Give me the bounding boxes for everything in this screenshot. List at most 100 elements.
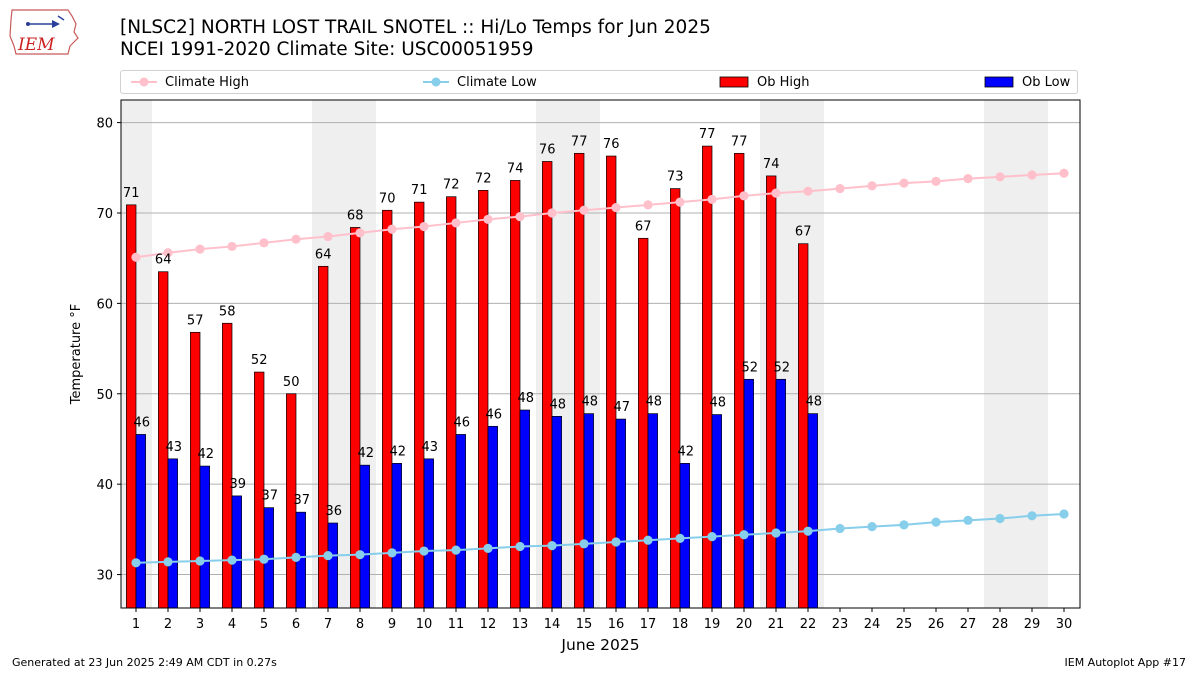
ob-low-label: 42	[390, 444, 407, 459]
climate-high-point	[899, 178, 909, 188]
climate-low-point	[291, 552, 301, 562]
footer-generated: Generated at 23 Jun 2025 2:49 AM CDT in …	[12, 656, 277, 669]
ob-low-label: 36	[326, 504, 343, 519]
x-axis-label: June 2025	[560, 636, 639, 654]
ob-low-bar	[615, 418, 626, 609]
weekend-band	[792, 100, 824, 608]
ob-low-bar	[519, 409, 530, 609]
weekend-band	[536, 100, 568, 608]
climate-high-point	[387, 224, 397, 234]
x-tick-label: 8	[356, 617, 364, 632]
legend-item-ob-high: Ob High	[719, 71, 810, 93]
ob-low-bar	[359, 464, 370, 609]
x-tick-label: 14	[544, 617, 561, 632]
ob-high-bar	[638, 237, 649, 609]
ob-low-bar	[231, 495, 242, 609]
ob-high-bar	[702, 145, 713, 609]
ob-high-label: 52	[251, 353, 268, 368]
ob-low-bar	[679, 463, 690, 609]
climate-high-point	[579, 205, 589, 215]
climate-low-line	[135, 512, 1065, 564]
climate-low-point	[195, 556, 205, 566]
ob-low-bar	[551, 416, 562, 609]
ob-high-label: 74	[763, 157, 780, 172]
ob-high-bar	[798, 243, 809, 609]
ob-high-label: 71	[411, 183, 428, 198]
climate-low-point	[259, 554, 269, 564]
climate-high-point	[131, 252, 141, 262]
climate-high-point	[835, 183, 845, 194]
legend-label-ob-high: Ob High	[757, 74, 810, 90]
climate-low-point	[867, 522, 877, 532]
logo-text: IEM	[17, 35, 55, 55]
ob-low-label: 42	[678, 444, 695, 459]
ob-low-label: 52	[774, 360, 791, 375]
climate-high-point	[547, 208, 557, 218]
climate-low-point	[579, 539, 589, 549]
y-tick-label: 40	[96, 478, 113, 493]
ob-high-label: 64	[155, 253, 172, 268]
climate-low-point	[483, 543, 493, 553]
ob-low-bar	[711, 414, 722, 609]
climate-low-point	[611, 537, 621, 547]
x-tick-label: 26	[928, 617, 945, 632]
ob-low-label: 46	[134, 415, 151, 430]
ob-high-bar	[766, 175, 777, 609]
ob-high-bar	[158, 271, 169, 609]
climate-low-point	[1059, 509, 1069, 519]
ob-high-bar	[190, 331, 201, 609]
climate-low-point	[227, 555, 237, 565]
ob-low-label: 48	[518, 391, 535, 406]
climate-high-point	[707, 194, 717, 205]
climate-low-point	[803, 526, 813, 536]
weekend-band	[312, 100, 344, 608]
weekend-band	[760, 100, 792, 608]
ob-low-bar	[647, 413, 658, 609]
x-tick-label: 10	[416, 617, 433, 632]
x-tick-label: 22	[800, 617, 817, 632]
chart-title: [NLSC2] NORTH LOST TRAIL SNOTEL :: Hi/Lo…	[120, 17, 711, 61]
weekend-band	[344, 100, 376, 608]
ob-low-label: 52	[742, 360, 759, 375]
x-tick-label: 30	[1056, 617, 1073, 632]
x-tick-label: 6	[292, 617, 300, 632]
climate-high-point	[611, 202, 621, 213]
climate-high-point	[675, 197, 685, 207]
x-tick-label: 29	[1024, 617, 1041, 632]
ob-high-label: 71	[123, 186, 140, 201]
ob-low-bar	[167, 458, 178, 609]
climate-high-point	[451, 218, 461, 228]
x-tick-label: 16	[608, 617, 625, 632]
x-tick-label: 15	[576, 617, 593, 632]
ob-high-label: 70	[379, 191, 396, 206]
ob-low-bar	[807, 413, 818, 609]
x-tick-label: 9	[388, 617, 396, 632]
climate-low-point	[675, 533, 685, 543]
ob-low-bar	[423, 458, 434, 609]
legend-item-climate-high: Climate High	[131, 71, 249, 93]
climate-high-point	[291, 234, 301, 244]
climate-high-point	[931, 176, 941, 186]
iowa-state-outline	[9, 9, 79, 55]
ob-low-label: 46	[486, 407, 503, 422]
x-tick-label: 27	[960, 617, 977, 632]
ob-low-label: 42	[198, 447, 215, 462]
climate-high-point	[867, 181, 877, 191]
ob-low-bar	[487, 425, 498, 609]
climate-low-point	[547, 541, 557, 551]
ob-high-label: 76	[539, 142, 556, 157]
climate-high-point	[739, 191, 749, 201]
ob-low-label: 48	[806, 395, 823, 410]
ob-high-label: 72	[475, 171, 492, 186]
climate-high-point	[803, 186, 813, 196]
ob-high-label: 58	[219, 304, 236, 319]
climate-high-point	[227, 241, 237, 252]
ob-high-label: 72	[443, 178, 460, 193]
climate-low-point	[995, 513, 1005, 524]
climate-low-point	[387, 548, 397, 558]
ob-high-label: 68	[347, 208, 364, 223]
ob-high-bar	[350, 227, 361, 609]
x-tick-label: 3	[196, 617, 204, 632]
climate-low-point	[131, 558, 141, 568]
ob-low-bar	[327, 522, 338, 609]
